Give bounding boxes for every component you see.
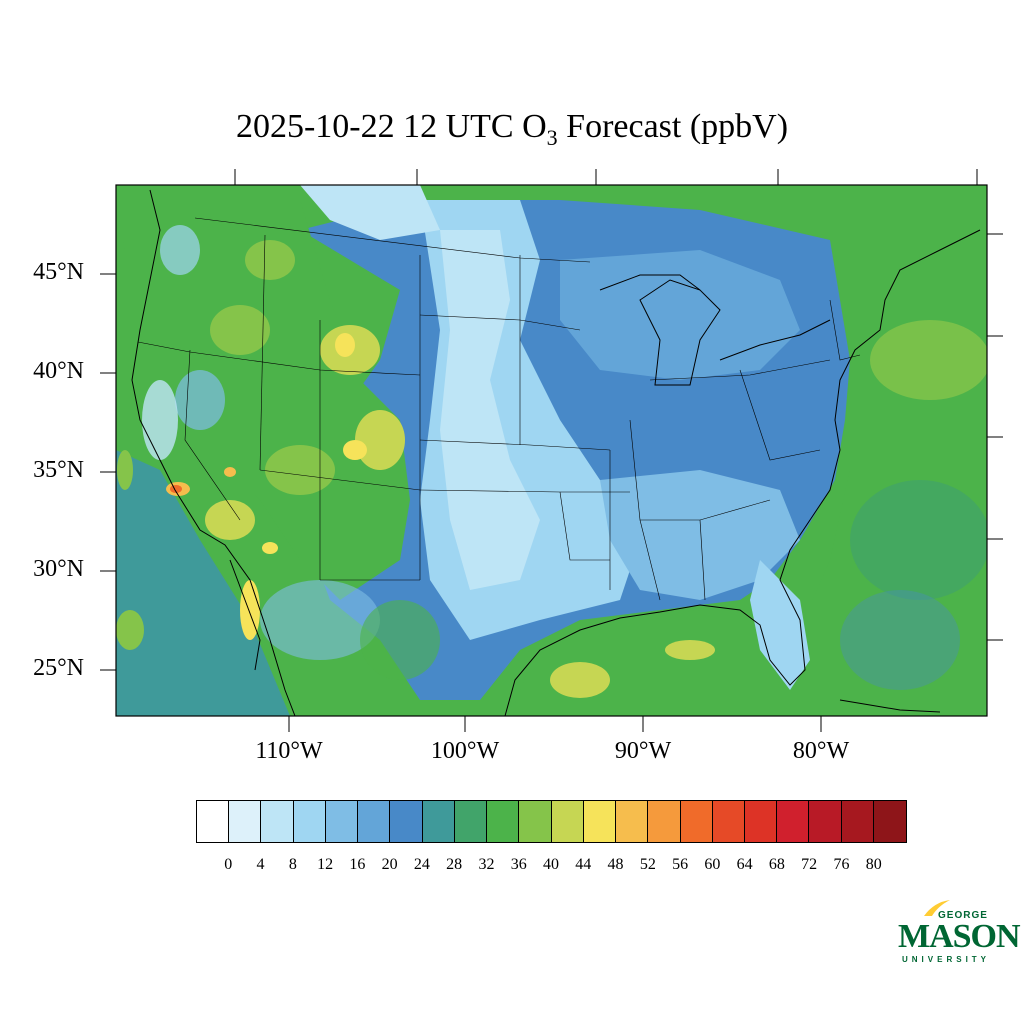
colorbar-swatch — [744, 801, 778, 842]
lat-label-35n: 35°N — [33, 457, 84, 483]
colorbar-swatch — [712, 801, 745, 842]
lat-label-45n: 45°N — [33, 259, 84, 285]
colorbar-swatch — [454, 801, 488, 842]
colorbar-swatch — [873, 801, 907, 842]
colorbar-tick-label: 8 — [288, 856, 297, 873]
colorbar-swatch — [648, 801, 681, 842]
colorbar-swatch — [229, 801, 262, 842]
colorbar-tick-label: 68 — [768, 856, 785, 873]
lon-label-80w: 80°W — [792, 738, 850, 764]
colorbar-swatch — [422, 801, 455, 842]
logo-flame-icon — [924, 900, 950, 916]
colorbar-swatch — [809, 801, 842, 842]
colorbar-swatch — [616, 801, 649, 842]
colorbar — [196, 800, 907, 843]
colorbar-tick-label: 0 — [224, 856, 233, 873]
colorbar-swatch — [551, 801, 584, 842]
lat-label-40n: 40°N — [33, 358, 84, 384]
colorbar-tick-label: 64 — [736, 856, 753, 873]
colorbar-tick-label: 44 — [575, 856, 592, 873]
colorbar-tick-label: 24 — [413, 856, 430, 873]
colorbar-tick-label: 36 — [510, 856, 527, 873]
lon-label-110w: 110°W — [255, 738, 323, 764]
colorbar-swatch — [293, 801, 326, 842]
colorbar-tick-label: 72 — [801, 856, 818, 873]
colorbar-swatch — [325, 801, 359, 842]
lon-label-90w: 90°W — [614, 738, 672, 764]
map-frame — [115, 184, 988, 717]
colorbar-swatch — [390, 801, 423, 842]
colorbar-swatch — [197, 801, 230, 842]
colorbar-swatch — [841, 801, 874, 842]
colorbar-tick-label: 60 — [704, 856, 721, 873]
state-borders — [137, 217, 861, 601]
colorbar-tick-label: 56 — [672, 856, 689, 873]
colorbar-swatch — [261, 801, 294, 842]
colorbar-tick-label: 40 — [543, 856, 559, 873]
map-title: 2025-10-22 12 UTC O3 Forecast (ppbV) — [235, 108, 789, 150]
colorbar-tick-label: 4 — [256, 856, 265, 873]
colorbar-tick-label: 52 — [639, 856, 656, 873]
colorbar-swatch — [487, 801, 520, 842]
lat-label-30n: 30°N — [33, 556, 84, 582]
colorbar-tick-label: 28 — [446, 856, 463, 873]
colorbar-tick-label: 12 — [317, 856, 334, 873]
colorbar-tick-label: 32 — [478, 856, 495, 873]
colorbar-swatch — [583, 801, 617, 842]
colorbar-swatch — [680, 801, 713, 842]
logo-university: UNIVERSITY — [902, 955, 991, 964]
tick-marks — [100, 169, 1003, 732]
colorbar-tick-label: 76 — [833, 856, 850, 873]
lat-label-25n: 25°N — [33, 655, 84, 681]
colorbar-swatch — [519, 801, 552, 842]
colorbar-swatch — [358, 801, 391, 842]
coastlines — [131, 189, 981, 716]
ozone-field — [116, 185, 987, 716]
logo-mason: MASON — [898, 918, 1021, 955]
gmu-logo: GEORGE MASON UNIVERSITY — [898, 898, 1021, 968]
colorbar-tick-label: 20 — [381, 856, 398, 873]
logo-george: GEORGE — [938, 910, 988, 921]
colorbar-tick-label: 16 — [349, 856, 366, 873]
colorbar-tick-label: 80 — [865, 856, 882, 873]
lon-label-100w: 100°W — [430, 738, 500, 764]
colorbar-swatch — [777, 801, 810, 842]
colorbar-tick-label: 48 — [607, 856, 624, 873]
